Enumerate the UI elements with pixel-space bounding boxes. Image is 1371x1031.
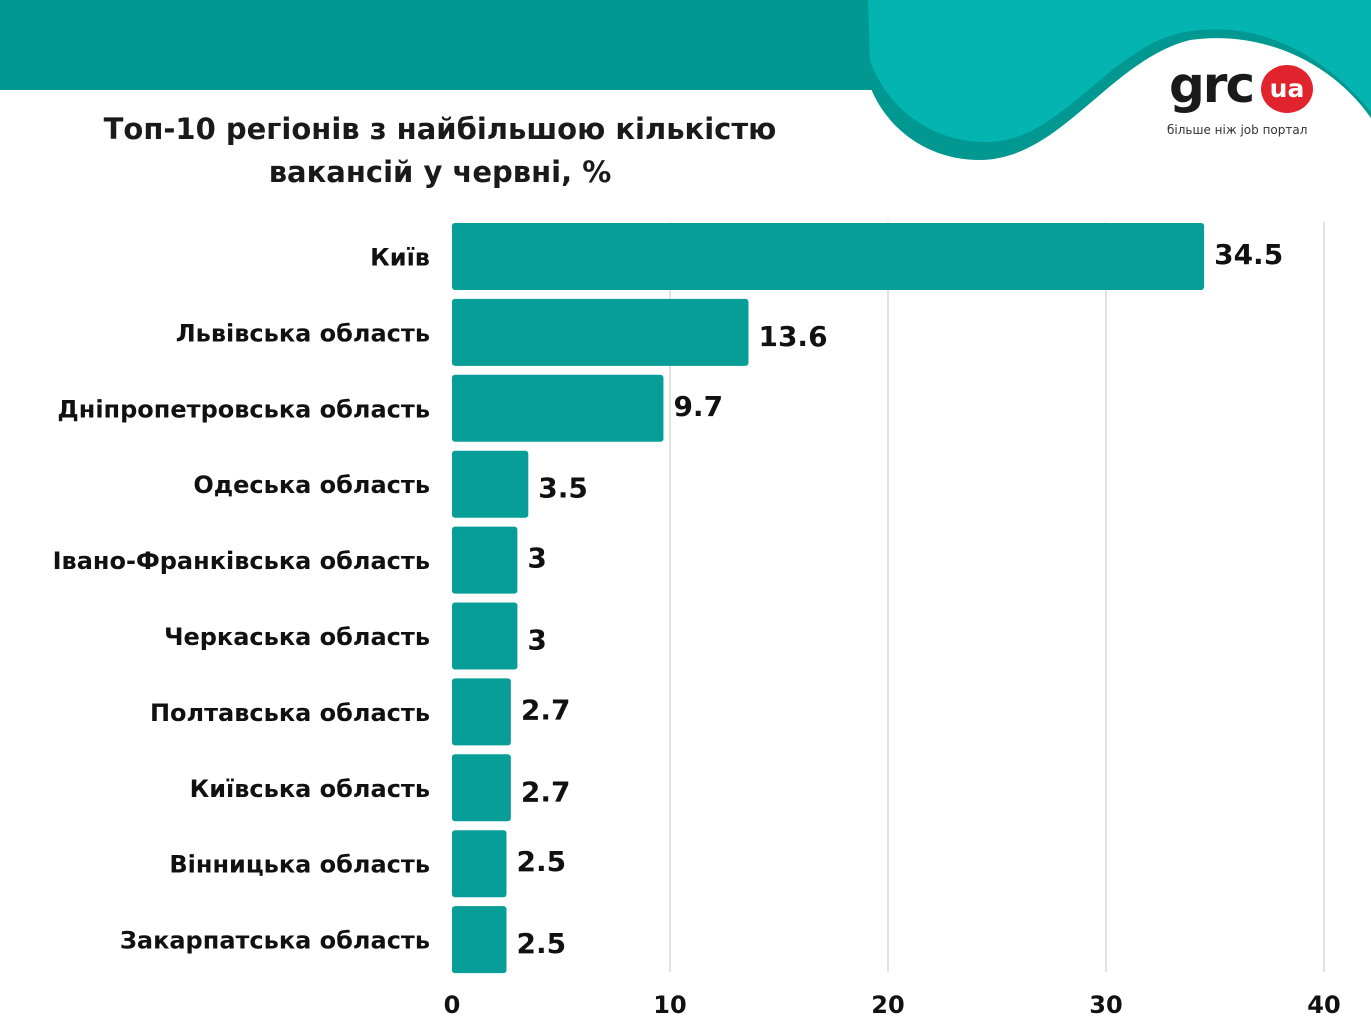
x-tick-label: 40	[1307, 991, 1340, 1019]
bar	[452, 906, 507, 974]
x-tick-label: 10	[653, 991, 686, 1019]
category-label: Одеська область	[193, 471, 430, 499]
value-label: 3.5	[538, 472, 588, 505]
header-band	[0, 0, 880, 90]
bar	[452, 298, 749, 366]
bar	[452, 602, 518, 670]
bars	[452, 223, 1205, 974]
value-label: 3	[527, 624, 546, 657]
grc-logo: grc ua більше ніж job портал	[1167, 56, 1327, 143]
value-label: 3	[527, 542, 546, 575]
value-label: 13.6	[758, 320, 827, 353]
value-labels: 34.5 13.6 9.7 3.5 3 3 2.7 2.7 2.5 2.5	[517, 238, 1284, 960]
bar	[452, 450, 529, 518]
value-label: 34.5	[1214, 238, 1283, 271]
value-label: 2.5	[517, 845, 567, 878]
category-label: Львівська область	[176, 319, 430, 347]
value-label: 9.7	[673, 390, 723, 423]
x-tick-label: 0	[444, 991, 461, 1019]
category-label: Черкаська область	[164, 623, 430, 651]
logo-tagline: більше ніж job портал	[1167, 123, 1308, 137]
header-wave-light	[868, 0, 1371, 143]
x-tick-label: 20	[871, 991, 904, 1019]
value-label: 2.7	[521, 775, 571, 808]
bar	[452, 526, 518, 594]
bar	[452, 754, 511, 822]
bar	[452, 374, 664, 442]
header-decoration	[0, 0, 1371, 160]
category-label: Івано-Франківська область	[53, 547, 430, 575]
value-label: 2.7	[521, 693, 571, 726]
category-label: Дніпропетровська область	[57, 395, 430, 423]
category-label: Закарпатська область	[120, 927, 430, 955]
logo-wordmark: grc	[1169, 56, 1255, 114]
bar	[452, 678, 511, 746]
value-label: 2.5	[517, 927, 567, 960]
category-label: Київ	[370, 244, 430, 272]
bar	[452, 223, 1205, 290]
category-label: Полтавська область	[150, 699, 430, 727]
x-tick-label: 30	[1089, 991, 1122, 1019]
chart-title: Топ-10 регіонів з найбільшою кількістю в…	[103, 112, 777, 189]
category-labels: Київ Львівська область Дніпропетровська об…	[53, 244, 430, 955]
bar	[452, 830, 507, 898]
category-label: Вінницька область	[169, 851, 430, 879]
x-axis-ticks: 0 10 20 30 40	[444, 991, 1341, 1019]
category-label: Київська область	[190, 775, 430, 803]
logo-badge: ua	[1261, 65, 1313, 113]
